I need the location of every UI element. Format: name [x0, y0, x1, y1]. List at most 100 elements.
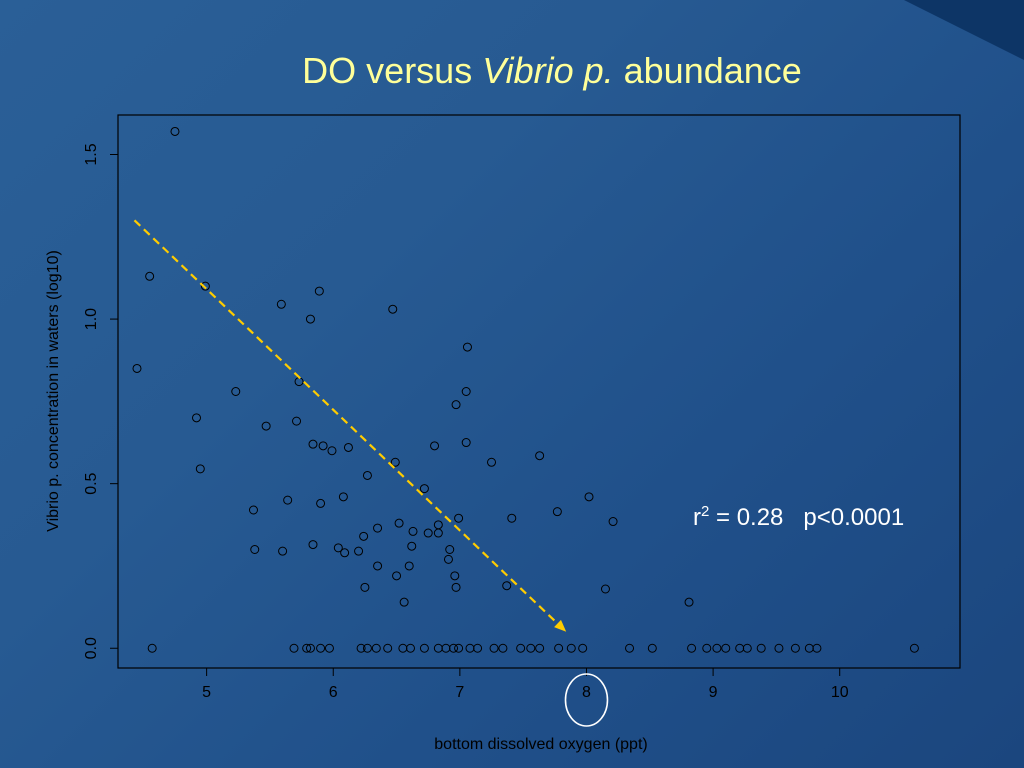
data-point — [909, 643, 919, 653]
data-point — [702, 643, 712, 653]
data-point — [327, 446, 337, 456]
data-point — [195, 464, 205, 474]
data-point — [250, 545, 260, 554]
data-point — [600, 584, 610, 594]
data-point — [423, 528, 433, 538]
data-point — [812, 643, 822, 653]
data-point — [461, 438, 471, 448]
data-point — [526, 643, 536, 653]
data-point — [498, 643, 508, 653]
x-tick-label: 9 — [709, 684, 718, 701]
data-point — [445, 545, 455, 554]
data-point — [318, 441, 328, 451]
data-point — [502, 581, 512, 591]
data-point — [362, 470, 372, 480]
data-point — [383, 643, 393, 653]
data-point — [371, 643, 381, 653]
data-point — [305, 314, 315, 324]
data-points — [132, 126, 919, 653]
data-point — [419, 643, 429, 653]
data-point — [804, 643, 814, 653]
data-point — [407, 541, 417, 551]
data-point — [449, 643, 459, 653]
data-point — [360, 582, 370, 592]
data-point — [314, 286, 324, 296]
y-tick-label: 0.0 — [83, 637, 100, 659]
title-tail: abundance — [613, 50, 802, 91]
data-point — [192, 413, 202, 423]
data-point — [398, 643, 408, 653]
r-exponent: 2 — [701, 503, 710, 520]
data-point — [359, 531, 369, 541]
data-point — [554, 643, 564, 653]
data-point — [735, 643, 745, 653]
corner-accent — [904, 0, 1024, 60]
data-point — [392, 571, 402, 581]
data-point — [362, 643, 372, 653]
data-point — [608, 517, 618, 527]
data-point — [687, 643, 697, 653]
data-point — [487, 457, 497, 467]
x-tick-label: 5 — [202, 684, 211, 701]
data-point — [451, 582, 461, 592]
data-point — [390, 457, 400, 467]
y-tick-label: 1.5 — [83, 143, 100, 165]
data-point — [454, 513, 464, 523]
data-point — [145, 271, 155, 281]
data-point — [578, 643, 588, 653]
x-tick-label: 8 — [582, 684, 591, 701]
title-plain: DO versus — [302, 50, 483, 91]
slide-title: DO versus Vibrio p. abundance — [0, 50, 1024, 92]
highlight-circle-x8 — [564, 673, 609, 727]
y-axis: 0.0 0.5 1.0 1.5 — [83, 143, 118, 659]
data-point — [340, 548, 350, 558]
data-point — [316, 643, 326, 653]
data-point — [147, 643, 157, 653]
data-point — [305, 643, 315, 653]
data-point — [338, 492, 348, 502]
data-point — [408, 526, 418, 536]
data-point — [684, 597, 694, 607]
data-point — [647, 643, 657, 653]
data-point — [292, 416, 302, 426]
data-point — [373, 523, 383, 533]
data-point — [132, 363, 142, 373]
trend-arrow — [133, 219, 559, 625]
x-axis: 5 6 7 8 9 10 — [202, 668, 849, 701]
trend-arrowhead — [554, 619, 567, 632]
y-tick-label: 0.5 — [83, 472, 100, 494]
data-point — [333, 543, 343, 553]
title-italic: Vibrio p. — [482, 50, 614, 91]
data-point — [302, 643, 312, 653]
data-point — [231, 387, 241, 396]
data-point — [625, 643, 635, 653]
data-point — [278, 546, 288, 556]
data-point — [516, 643, 526, 653]
data-point — [316, 498, 326, 508]
data-point — [394, 518, 404, 528]
data-point — [283, 495, 293, 505]
data-point — [399, 597, 409, 607]
data-point — [461, 387, 471, 396]
data-point — [170, 126, 180, 136]
data-point — [289, 643, 299, 653]
data-point — [354, 546, 364, 556]
data-point — [343, 442, 353, 452]
data-point — [790, 643, 800, 653]
data-point — [373, 561, 383, 571]
plot-frame — [117, 114, 961, 669]
data-point — [443, 554, 453, 564]
data-point — [473, 643, 483, 653]
data-point — [261, 421, 271, 431]
p-value: p<0.0001 — [803, 504, 905, 531]
data-point — [721, 643, 731, 653]
r-label: r — [693, 504, 701, 531]
data-point — [430, 441, 440, 451]
data-point — [584, 492, 594, 502]
data-point — [433, 643, 443, 653]
x-axis-label: bottom dissolved oxygen (ppt) — [434, 736, 647, 753]
data-point — [454, 643, 464, 653]
data-point — [276, 299, 286, 309]
y-axis-label: Vibrio p. concentration in waters (log10… — [45, 250, 62, 532]
